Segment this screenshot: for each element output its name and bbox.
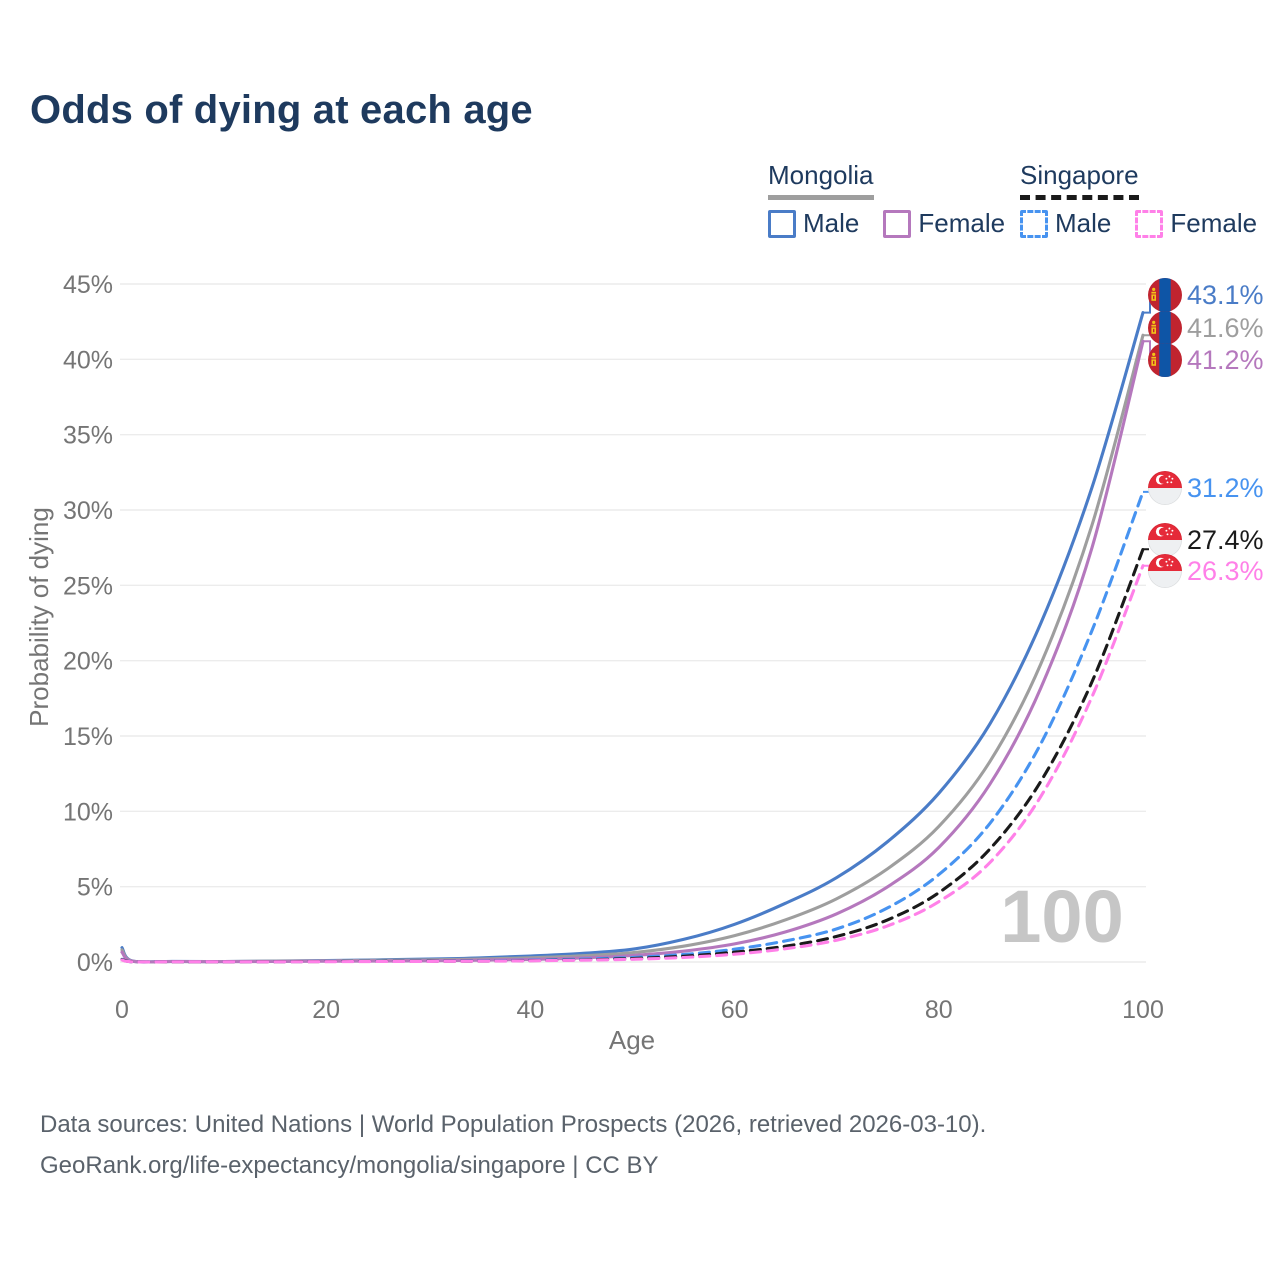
legend-item-label: Male [1055, 208, 1112, 238]
singapore-flag-icon [1148, 523, 1182, 557]
x-tick-label: 60 [721, 996, 749, 1024]
plot-area[interactable] [122, 284, 1143, 962]
end-value-label-singapore-female: 26.3% [1187, 556, 1264, 586]
singapore-flag-icon [1148, 554, 1182, 588]
legend-item-mongolia-female[interactable]: Female [883, 208, 1005, 239]
checkbox-singapore-male[interactable] [1020, 209, 1048, 238]
y-tick-label: 30% [63, 497, 113, 525]
y-tick-label: 0% [77, 949, 113, 977]
mongolia-flag-icon [1148, 343, 1182, 377]
y-tick-label: 10% [63, 798, 113, 826]
y-axis-title: Probability of dying [24, 507, 54, 727]
checkbox-singapore-female[interactable] [1135, 209, 1164, 238]
legend-title-mongolia: Mongolia [768, 160, 874, 200]
footer-attribution: GeoRank.org/life-expectancy/mongolia/sin… [40, 1152, 659, 1179]
singapore-flag-icon [1148, 471, 1182, 505]
legend-item-singapore-male[interactable]: Male [1020, 208, 1111, 239]
y-tick-label: 15% [63, 723, 113, 751]
series-line-singapore-female [120, 564, 1145, 964]
x-axis-title: Age [609, 1025, 655, 1055]
x-tick-label: 80 [925, 996, 953, 1024]
x-tick-label: 40 [516, 996, 544, 1024]
mongolia-flag-icon [1148, 311, 1182, 345]
legend-title-singapore: Singapore [1020, 160, 1139, 200]
legend-group-singapore: Singapore Male Female [1020, 160, 1273, 239]
end-value-label-mongolia-male: 43.1% [1187, 280, 1264, 310]
page-title: Odds of dying at each age [30, 88, 533, 132]
checkbox-mongolia-male[interactable] [768, 209, 796, 238]
y-tick-label: 20% [63, 648, 113, 676]
mongolia-flag-icon [1148, 278, 1182, 312]
x-tick-label: 20 [312, 996, 340, 1024]
y-tick-label: 35% [63, 422, 113, 450]
legend-item-mongolia-male[interactable]: Male [768, 208, 859, 239]
legend-item-label: Female [918, 208, 1006, 238]
end-value-label-singapore-both-sexes: 27.4% [1187, 525, 1264, 555]
legend-item-label: Female [1170, 208, 1258, 238]
end-value-label-mongolia-both-sexes: 41.6% [1187, 313, 1264, 343]
y-tick-label: 40% [63, 346, 113, 374]
footer: Data sources: United Nations | World Pop… [40, 1104, 986, 1186]
legend-group-mongolia: Mongolia Male Female [768, 160, 1021, 239]
end-value-label-singapore-male: 31.2% [1187, 473, 1264, 503]
mortality-line-chart: 0% 5% 10% 15% 20% 25% 30% 35% 40% 45% 0 20 40 60 80 100… [24, 271, 1264, 1055]
x-tick-label: 0 [115, 996, 129, 1024]
hovered-age-watermark: 100 [1000, 875, 1123, 958]
legend-item-singapore-female[interactable]: Female [1135, 208, 1257, 239]
footer-data-sources: Data sources: United Nations | World Pop… [40, 1111, 987, 1138]
checkbox-mongolia-female[interactable] [883, 209, 912, 238]
y-tick-label: 25% [63, 572, 113, 600]
x-tick-label: 100 [1122, 996, 1164, 1024]
y-tick-label: 45% [63, 271, 113, 299]
end-value-label-mongolia-female: 41.2% [1187, 345, 1264, 375]
legend-item-label: Male [803, 208, 860, 238]
y-tick-label: 5% [77, 874, 113, 902]
